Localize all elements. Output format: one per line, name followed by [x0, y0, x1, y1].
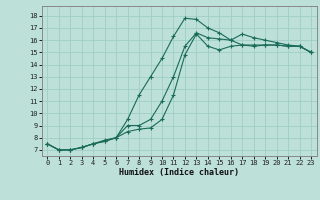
X-axis label: Humidex (Indice chaleur): Humidex (Indice chaleur) [119, 168, 239, 177]
